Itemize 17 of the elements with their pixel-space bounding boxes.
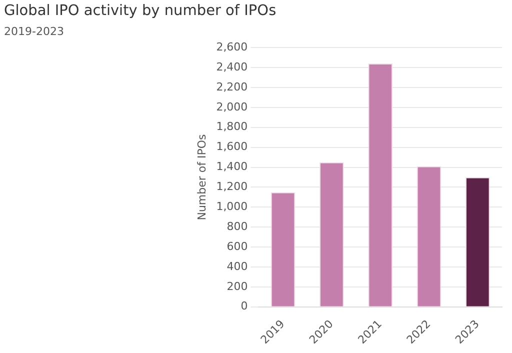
y-tick-label: 600 (226, 240, 248, 253)
y-tick-label: 2,000 (216, 100, 248, 114)
y-tick-label: 400 (226, 260, 248, 273)
y-tick-label: 1,400 (216, 160, 248, 174)
y-tick-label: 1,600 (216, 140, 248, 154)
y-tick-label: 2,600 (216, 40, 248, 54)
y-tick-label: 200 (226, 280, 248, 293)
y-tick-label: 2,400 (216, 60, 248, 74)
y-tick-label: 0 (240, 300, 248, 313)
y-tick-label: 1,800 (216, 120, 248, 134)
y-tick-label: 800 (226, 220, 248, 233)
text: Global IPO activity by number of IPOs (4, 3, 276, 19)
y-axis-title: Number of IPOs (195, 134, 208, 220)
y-tick-label: 2,200 (216, 80, 248, 94)
y-tick-label: 1,000 (216, 200, 248, 214)
y-tick-label: 1,200 (216, 180, 248, 194)
text: 2019-2023 (4, 25, 64, 38)
